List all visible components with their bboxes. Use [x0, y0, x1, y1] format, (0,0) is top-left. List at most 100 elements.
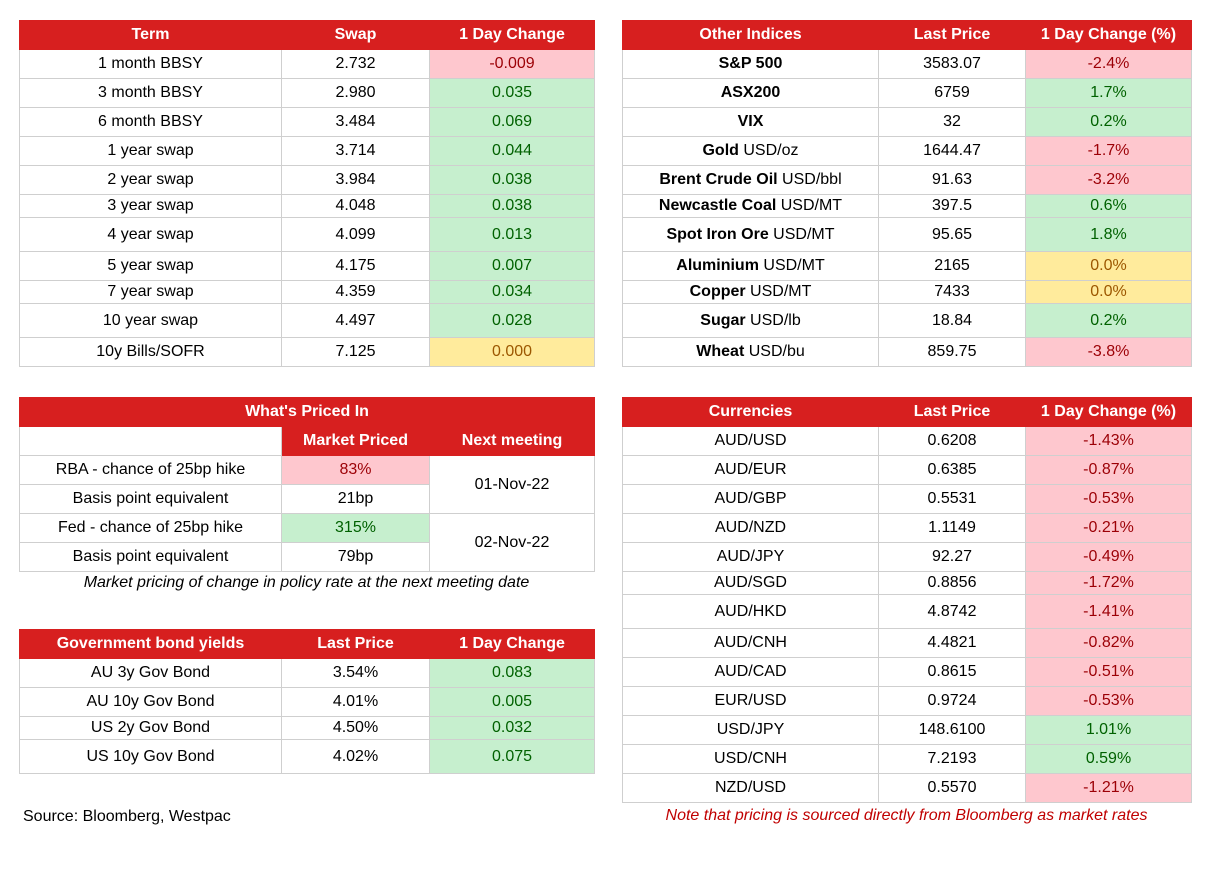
table-row: Copper USD/MT 7433 0.0%: [622, 280, 1192, 304]
index-change: 0.2%: [1025, 303, 1192, 338]
table-row: 6 month BBSY 3.484 0.069: [19, 107, 595, 137]
table-row: AUD/GBP 0.5531 -0.53%: [622, 484, 1192, 514]
currency-change: -1.21%: [1025, 773, 1192, 803]
index-price: 95.65: [878, 217, 1026, 252]
index-name: Aluminium USD/MT: [622, 251, 879, 281]
table-row: EUR/USD 0.9724 -0.53%: [622, 686, 1192, 716]
priced-in-value: 83%: [281, 455, 430, 485]
priced-in-value: 79bp: [281, 542, 430, 572]
currencies-header-pair: Currencies: [622, 397, 879, 427]
table-row: 2 year swap 3.984 0.038: [19, 165, 595, 195]
index-price: 397.5: [878, 194, 1026, 218]
index-unit-label: USD/MT: [758, 257, 825, 274]
indices-table: Other Indices Last Price 1 Day Change (%…: [622, 20, 1192, 367]
bonds-header-change: 1 Day Change: [429, 629, 595, 659]
currency-price: 92.27: [878, 542, 1026, 572]
currencies-table: Currencies Last Price 1 Day Change (%) A…: [622, 397, 1192, 803]
currency-change: -1.72%: [1025, 571, 1192, 595]
index-name: Spot Iron Ore USD/MT: [622, 217, 879, 252]
index-name-label: Wheat: [696, 343, 745, 360]
table-row: VIX 32 0.2%: [622, 107, 1192, 137]
table-row: AUD/EUR 0.6385 -0.87%: [622, 455, 1192, 485]
bond-name: AU 10y Gov Bond: [19, 687, 282, 717]
index-name: VIX: [622, 107, 879, 137]
table-row: AUD/JPY 92.27 -0.49%: [622, 542, 1192, 572]
table-row: Sugar USD/lb 18.84 0.2%: [622, 303, 1192, 338]
bonds-header-price: Last Price: [281, 629, 430, 659]
currency-change: -1.41%: [1025, 594, 1192, 629]
swap-header-swap: Swap: [281, 20, 430, 50]
currency-pair: AUD/USD: [622, 426, 879, 456]
index-price: 859.75: [878, 337, 1026, 367]
table-row: Spot Iron Ore USD/MT 95.65 1.8%: [622, 217, 1192, 252]
index-change: 1.8%: [1025, 217, 1192, 252]
bond-name: US 2y Gov Bond: [19, 716, 282, 740]
table-row: 1 month BBSY 2.732 -0.009: [19, 49, 595, 79]
swap-term: 3 month BBSY: [19, 78, 282, 108]
index-price: 91.63: [878, 165, 1026, 195]
currency-pair: AUD/EUR: [622, 455, 879, 485]
bond-price: 4.50%: [281, 716, 430, 740]
swap-change: 0.034: [429, 280, 595, 304]
currency-price: 0.5570: [878, 773, 1026, 803]
index-unit-label: USD/MT: [776, 197, 843, 214]
index-name-label: Brent Crude Oil: [659, 171, 778, 188]
swap-value: 3.714: [281, 136, 430, 166]
bond-price: 3.54%: [281, 658, 430, 688]
index-price: 6759: [878, 78, 1026, 108]
currency-price: 148.6100: [878, 715, 1026, 745]
table-row: US 10y Gov Bond 4.02% 0.075: [19, 739, 595, 774]
index-name-label: Aluminium: [676, 257, 759, 274]
index-change: -2.4%: [1025, 49, 1192, 79]
priced-in-meeting-date: 01-Nov-22: [429, 455, 595, 514]
priced-in-value: 21bp: [281, 484, 430, 514]
currency-pair: NZD/USD: [622, 773, 879, 803]
currency-price: 4.4821: [878, 628, 1026, 658]
currency-price: 1.1149: [878, 513, 1026, 543]
table-row: US 2y Gov Bond 4.50% 0.032: [19, 716, 595, 740]
currency-pair: AUD/GBP: [622, 484, 879, 514]
swap-table: Term Swap 1 Day Change 1 month BBSY 2.732…: [19, 20, 595, 367]
priced-in-label: RBA - chance of 25bp hike: [19, 455, 282, 485]
swap-change: 0.044: [429, 136, 595, 166]
currency-change: -0.21%: [1025, 513, 1192, 543]
currency-change: 0.59%: [1025, 744, 1192, 774]
table-row: 4 year swap 4.099 0.013: [19, 217, 595, 252]
table-row: ASX200 6759 1.7%: [622, 78, 1192, 108]
currency-pair: EUR/USD: [622, 686, 879, 716]
table-row: Gold USD/oz 1644.47 -1.7%: [622, 136, 1192, 166]
table-row: AUD/HKD 4.8742 -1.41%: [622, 594, 1192, 629]
currencies-header-change: 1 Day Change (%): [1025, 397, 1192, 427]
index-name-label: Newcastle Coal: [658, 197, 777, 214]
currency-price: 4.8742: [878, 594, 1026, 629]
table-row: NZD/USD 0.5570 -1.21%: [622, 773, 1192, 803]
indices-header-change: 1 Day Change (%): [1025, 20, 1192, 50]
swap-value: 7.125: [281, 337, 430, 367]
index-name-label: ASX200: [720, 84, 781, 101]
currencies-header-price: Last Price: [878, 397, 1026, 427]
table-row: AUD/CNH 4.4821 -0.82%: [622, 628, 1192, 658]
currency-change: 1.01%: [1025, 715, 1192, 745]
swap-value: 2.980: [281, 78, 430, 108]
table-row: AU 10y Gov Bond 4.01% 0.005: [19, 687, 595, 717]
currency-price: 0.8615: [878, 657, 1026, 687]
currency-change: -0.53%: [1025, 686, 1192, 716]
table-row: 5 year swap 4.175 0.007: [19, 251, 595, 281]
swap-value: 4.359: [281, 280, 430, 304]
table-row: 7 year swap 4.359 0.034: [19, 280, 595, 304]
table-row: USD/JPY 148.6100 1.01%: [622, 715, 1192, 745]
pricing-note: Note that pricing is sourced directly fr…: [665, 807, 1148, 824]
swap-change: 0.038: [429, 194, 595, 218]
index-unit-label: USD/oz: [738, 142, 799, 159]
index-change: 0.2%: [1025, 107, 1192, 137]
table-row: AUD/USD 0.6208 -1.43%: [622, 426, 1192, 456]
swap-change: 0.035: [429, 78, 595, 108]
index-unit-label: USD/bu: [744, 343, 805, 360]
swap-change: 0.069: [429, 107, 595, 137]
currency-price: 0.8856: [878, 571, 1026, 595]
indices-header-name: Other Indices: [622, 20, 879, 50]
currency-price: 0.6208: [878, 426, 1026, 456]
index-change: 0.0%: [1025, 251, 1192, 281]
swap-term: 4 year swap: [19, 217, 282, 252]
swap-value: 3.984: [281, 165, 430, 195]
